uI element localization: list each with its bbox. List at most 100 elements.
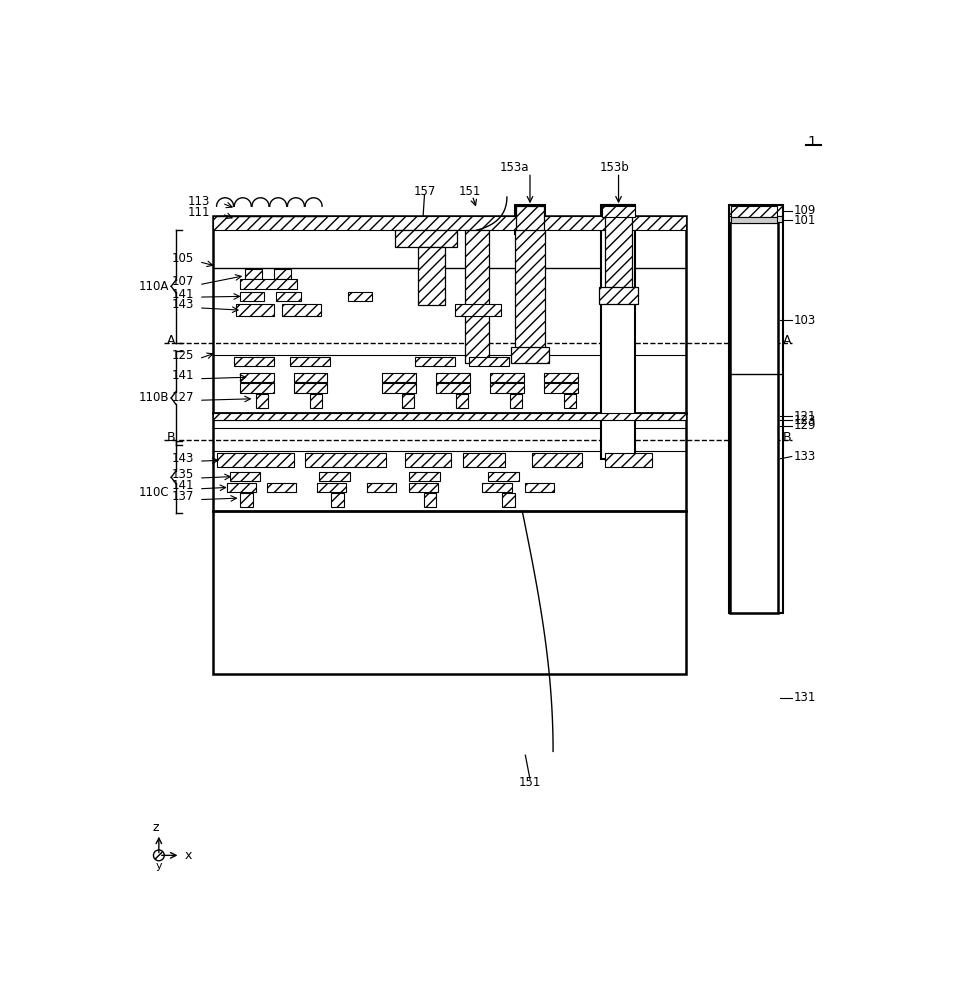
Text: x: x	[185, 849, 191, 862]
Bar	[382, 383, 416, 393]
Bar	[469, 357, 510, 366]
Text: 110A: 110A	[139, 280, 169, 293]
Text: 141: 141	[172, 479, 194, 492]
Bar	[463, 453, 506, 467]
Bar	[415, 357, 455, 366]
Bar	[319, 472, 350, 481]
Text: A: A	[783, 334, 791, 347]
Bar	[405, 453, 451, 467]
Bar	[241, 493, 252, 507]
Bar	[347, 292, 372, 301]
Text: 157: 157	[413, 185, 436, 198]
Bar	[227, 483, 256, 492]
Bar	[332, 493, 343, 507]
Text: 1: 1	[807, 135, 816, 149]
Bar	[514, 230, 545, 359]
Bar	[217, 453, 293, 467]
Bar	[544, 373, 577, 382]
Bar	[240, 279, 297, 289]
Text: 151: 151	[519, 776, 541, 789]
Text: 141: 141	[172, 288, 194, 301]
Bar	[213, 413, 686, 420]
Text: 153b: 153b	[599, 161, 629, 174]
Text: 103: 103	[793, 314, 815, 327]
Bar	[276, 292, 300, 301]
Bar	[482, 483, 511, 492]
Bar	[605, 206, 633, 292]
Text: 153a: 153a	[499, 161, 529, 174]
Bar	[316, 483, 346, 492]
Bar	[245, 269, 262, 279]
Bar	[601, 206, 635, 217]
Bar	[731, 206, 777, 217]
Text: 135: 135	[172, 468, 194, 481]
Text: 113: 113	[187, 195, 209, 208]
Bar	[240, 383, 273, 393]
Text: y: y	[156, 861, 163, 871]
Text: 123: 123	[793, 414, 815, 427]
Bar	[213, 216, 686, 674]
Bar	[544, 383, 577, 393]
Bar	[532, 453, 582, 467]
Text: 111: 111	[187, 206, 209, 219]
Text: 101: 101	[793, 214, 815, 227]
Bar	[729, 205, 782, 216]
Bar	[514, 205, 545, 234]
Bar	[419, 247, 445, 305]
Text: 109: 109	[793, 204, 815, 217]
Bar	[600, 205, 636, 459]
Text: z: z	[153, 821, 159, 834]
Bar	[516, 206, 544, 232]
Bar	[731, 217, 777, 223]
Text: 143: 143	[172, 298, 194, 311]
Bar	[256, 394, 269, 408]
Bar	[729, 216, 782, 222]
Bar	[305, 453, 386, 467]
Bar	[436, 373, 470, 382]
Bar	[455, 304, 502, 316]
Text: 121: 121	[793, 410, 815, 423]
Bar	[409, 472, 440, 481]
Text: 151: 151	[459, 185, 481, 198]
Text: 137: 137	[172, 490, 194, 503]
Bar	[395, 230, 457, 247]
Bar	[456, 394, 468, 408]
Text: B: B	[783, 431, 792, 444]
Text: 129: 129	[793, 419, 815, 432]
Bar	[603, 205, 634, 295]
Text: 127: 127	[172, 391, 194, 404]
Text: 105: 105	[172, 252, 194, 265]
Text: 133: 133	[793, 450, 815, 463]
Bar	[310, 394, 322, 408]
Bar	[267, 483, 296, 492]
Bar	[511, 347, 550, 363]
Bar	[599, 287, 638, 304]
Bar	[465, 230, 489, 363]
Bar	[234, 357, 274, 366]
Bar	[290, 357, 330, 366]
Text: 143: 143	[172, 452, 194, 465]
Bar	[605, 453, 652, 467]
Text: 107: 107	[172, 275, 194, 288]
Bar	[293, 383, 328, 393]
Bar	[240, 292, 265, 301]
Bar	[240, 373, 273, 382]
Bar	[489, 383, 524, 393]
Bar	[510, 394, 522, 408]
Bar	[213, 216, 686, 230]
Bar	[282, 304, 320, 316]
Bar	[424, 493, 436, 507]
Text: 125: 125	[172, 349, 194, 362]
Bar	[274, 269, 292, 279]
Bar	[564, 394, 576, 408]
Bar	[489, 373, 524, 382]
Bar	[236, 304, 274, 316]
Bar	[728, 205, 783, 613]
Text: A: A	[166, 334, 175, 347]
Bar	[436, 383, 470, 393]
Bar	[293, 373, 328, 382]
Bar	[489, 472, 519, 481]
Text: 110B: 110B	[139, 391, 169, 404]
Bar	[367, 483, 396, 492]
Bar	[382, 373, 416, 382]
